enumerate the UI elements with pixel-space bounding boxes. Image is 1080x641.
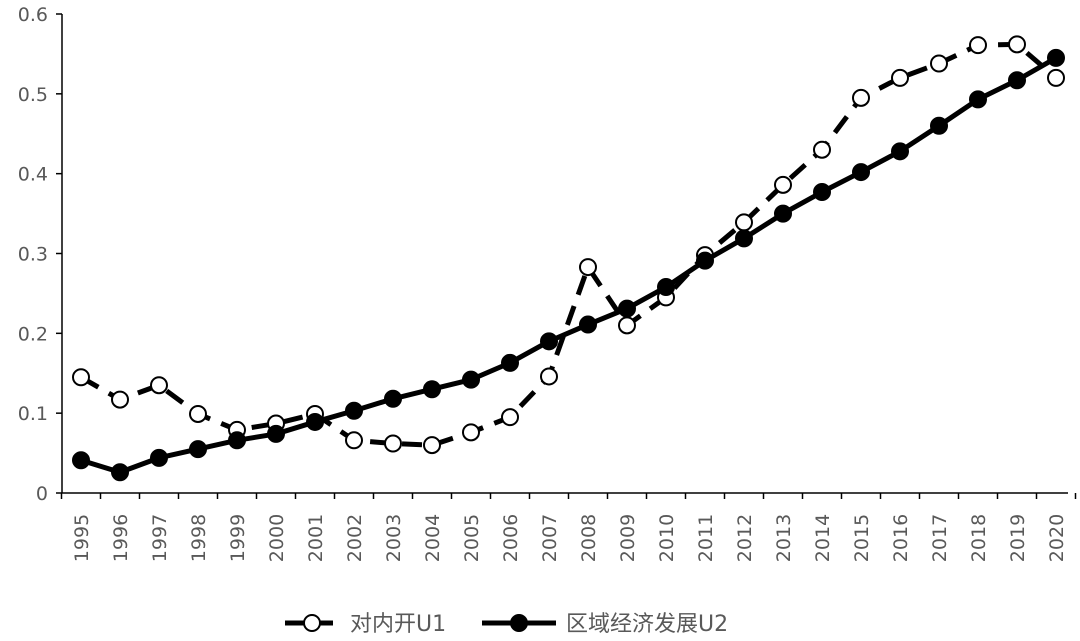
x-tick-label: 2020 [1046, 514, 1068, 562]
data-point [189, 440, 207, 459]
data-point [423, 380, 441, 399]
y-axis: 0 0.1 0.2 0.3 0.4 0.5 0.6 [18, 4, 63, 505]
data-point [735, 213, 753, 232]
x-tick-label: 2018 [968, 514, 990, 562]
data-point [345, 431, 363, 450]
x-tick-label: 1996 [110, 514, 132, 562]
data-point [1008, 35, 1026, 54]
data-point [657, 278, 675, 297]
legend-marker-u1 [303, 614, 321, 632]
data-point [111, 390, 129, 409]
y-tick-label: 0.4 [18, 164, 48, 186]
data-point [150, 376, 168, 395]
data-point [423, 436, 441, 455]
data-point [306, 412, 324, 431]
data-point [267, 424, 285, 443]
data-point [189, 404, 207, 423]
legend-item-u2: 区域经济发展U2 [482, 612, 728, 637]
x-tick-label: 2004 [422, 514, 444, 562]
data-point [618, 316, 636, 335]
legend-item-u1: 对内开U1 [285, 612, 446, 637]
x-tick-label: 2017 [929, 514, 951, 562]
data-point [579, 258, 597, 277]
series-line [79, 41, 1058, 448]
data-point [735, 229, 753, 248]
x-tick-label: 2010 [656, 514, 678, 562]
legend-label-u1: 对内开U1 [350, 612, 446, 637]
data-point [696, 251, 714, 270]
x-tick-label: 1999 [227, 514, 249, 562]
series-line [80, 55, 1058, 475]
data-point [774, 175, 792, 194]
data-point [228, 431, 246, 450]
y-tick-label: 0.3 [18, 244, 48, 266]
x-tick-label: 2016 [890, 514, 912, 562]
data-point [540, 332, 558, 351]
y-tick-label: 0 [36, 483, 48, 505]
data-point [72, 451, 90, 470]
x-tick-label: 2015 [851, 514, 873, 562]
x-tick-label: 2011 [695, 514, 717, 562]
x-tick-label: 1995 [71, 514, 93, 562]
data-point [150, 448, 168, 467]
data-point [969, 90, 987, 109]
data-point [462, 370, 480, 389]
legend: 对内开U1 区域经济发展U2 [285, 612, 728, 637]
data-point [501, 353, 519, 372]
data-point [774, 204, 792, 223]
data-point [1008, 71, 1026, 90]
data-point [891, 68, 909, 87]
series-1 [72, 35, 1065, 455]
data-point [462, 423, 480, 442]
series-group [72, 35, 1065, 482]
data-point [813, 140, 831, 159]
x-tick-label: 2003 [383, 514, 405, 562]
data-point [72, 368, 90, 387]
data-point [891, 142, 909, 161]
y-tick-label: 0.2 [18, 323, 48, 345]
data-point [501, 408, 519, 427]
x-axis: 1995 1996 1997 1998 1999 2000 2001 2002 2003 2004… [60, 492, 1077, 562]
x-tick-label: 2009 [617, 514, 639, 562]
data-point [111, 463, 129, 482]
x-tick-label: 2005 [461, 514, 483, 562]
x-tick-label: 2002 [344, 514, 366, 562]
x-tick-label: 2008 [578, 514, 600, 562]
x-tick-label: 2019 [1007, 514, 1029, 562]
x-tick-label: 2001 [305, 514, 327, 562]
data-point [540, 367, 558, 386]
data-point [852, 88, 870, 107]
data-point [813, 183, 831, 202]
y-tick-label: 0.6 [18, 4, 48, 26]
x-tick-label: 2000 [266, 514, 288, 562]
series-2 [72, 48, 1065, 482]
y-tick-label: 0.5 [18, 84, 48, 106]
legend-label-u2: 区域经济发展U2 [566, 612, 728, 637]
data-point [930, 54, 948, 73]
x-tick-label: 1997 [149, 514, 171, 562]
data-point [618, 299, 636, 318]
data-point [384, 389, 402, 408]
x-tick-label: 2013 [773, 514, 795, 562]
data-point [930, 116, 948, 135]
x-tick-label: 2012 [734, 514, 756, 562]
data-point [969, 36, 987, 55]
x-tick-label: 1998 [188, 514, 210, 562]
data-point [579, 315, 597, 334]
data-point [1047, 48, 1065, 67]
data-point [1047, 68, 1065, 87]
data-point [852, 163, 870, 182]
x-tick-label: 2007 [539, 514, 561, 562]
y-tick-label: 0.1 [18, 403, 48, 425]
data-point [345, 401, 363, 420]
legend-marker-u2 [510, 614, 528, 632]
x-tick-label: 2006 [500, 514, 522, 562]
x-tick-label: 2014 [812, 514, 834, 562]
data-point [384, 434, 402, 453]
